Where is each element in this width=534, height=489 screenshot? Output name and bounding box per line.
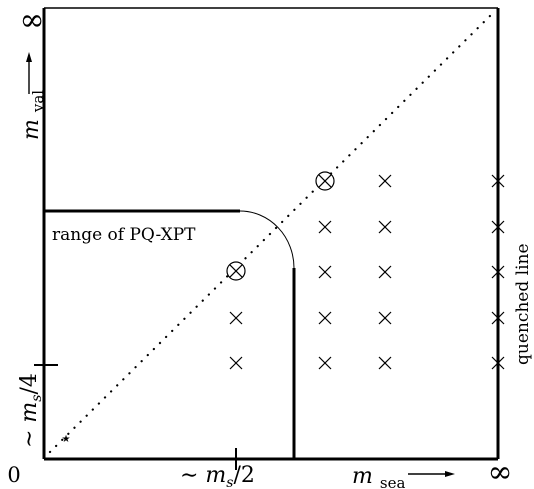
- range-label: range of PQ-XPT: [52, 225, 196, 245]
- cross-marker: [318, 356, 332, 370]
- x-axis-subscript: sea: [380, 474, 406, 489]
- cross-marker: [229, 356, 243, 370]
- y-tick-prefix: ∼ m: [17, 402, 42, 448]
- cross-marker: [491, 220, 505, 234]
- y-tick-label: ∼ ms/4: [17, 373, 45, 448]
- cross-marker: [491, 265, 505, 279]
- quenched-line-label: quenched line: [513, 243, 533, 365]
- cross-marker: [378, 174, 392, 188]
- y-tick-sub: s: [29, 395, 45, 402]
- y-axis-label: m val: [19, 90, 47, 140]
- cross-marker: [229, 311, 243, 325]
- cross-marker: [378, 220, 392, 234]
- star-marker: ⋆: [60, 426, 73, 450]
- cross-marker: [378, 311, 392, 325]
- cross-marker: [491, 174, 505, 188]
- cross-markers: [229, 174, 505, 370]
- x-axis-label: m sea: [352, 464, 405, 489]
- x-infinity-label: ∞: [488, 455, 513, 489]
- x-tick-sub: s: [226, 475, 233, 489]
- cross-marker: [491, 311, 505, 325]
- circled-cross-marker: [315, 171, 335, 191]
- circled-cross-marker: [226, 261, 246, 281]
- y-axis-symbol: m: [19, 119, 44, 140]
- x-tick-suffix: /2: [233, 463, 254, 488]
- cross-marker: [378, 356, 392, 370]
- pq-xpt-range-arc: [239, 210, 295, 269]
- x-axis-symbol: m: [352, 464, 373, 489]
- y-axis-subscript: val: [29, 90, 47, 113]
- y-infinity-label: ∞: [20, 3, 45, 38]
- x-axis-arrow-head: [445, 471, 455, 477]
- x-tick-prefix: ∼ m: [180, 463, 226, 488]
- cross-marker: [378, 265, 392, 279]
- origin-label: 0: [7, 463, 20, 487]
- cross-marker: [491, 356, 505, 370]
- cross-marker: [318, 265, 332, 279]
- diagonal-dotted-line: [48, 12, 494, 454]
- y-tick-suffix: /4: [17, 373, 42, 394]
- cross-marker: [318, 220, 332, 234]
- cross-marker: [318, 311, 332, 325]
- y-axis-arrow-head: [26, 52, 32, 62]
- x-tick-label: ∼ ms/2: [180, 463, 255, 489]
